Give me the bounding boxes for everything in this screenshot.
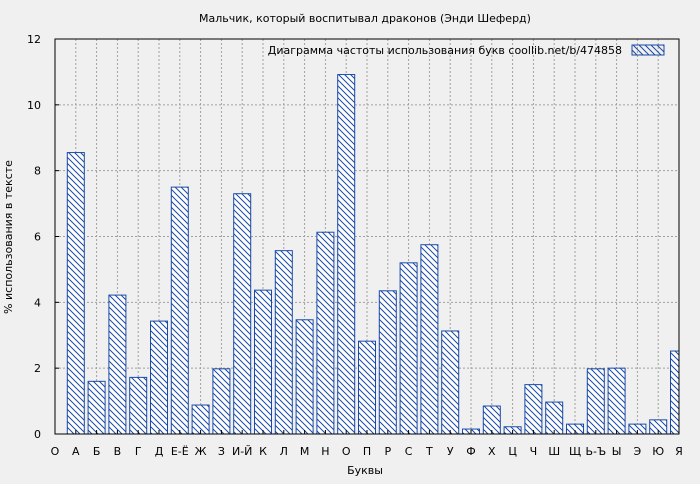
bar-Б [87,380,106,435]
x-tick-label: Е-Ё [171,445,189,458]
y-axis-label: % использования в тексте [2,160,15,314]
x-tick-label: Э [634,445,642,458]
x-tick-label: Г [135,445,142,458]
y-tick-label: 2 [34,362,41,375]
y-tick-label: 6 [34,231,41,244]
x-tick-label: Ы [612,445,622,458]
x-tick-label: К [259,445,267,458]
bar-Ж [191,404,210,435]
bar-А [66,152,85,435]
bar-Е-Ё [170,186,189,435]
bar-Л [274,250,293,435]
x-tick-label: Р [384,445,391,458]
y-tick-label: 8 [34,165,41,178]
bar-Ч [524,384,543,435]
x-axis-ticks: О А Б В Г Д Е-Ё Ж З И-Й К Л М Н О П Р С Т У Ф Х Ц Ч Ш Щ Ь-Ъ Ы Э Ю Я [51,430,683,458]
x-tick-label: Ч [530,445,538,458]
x-tick-label: О [342,445,351,458]
x-tick-label: У [447,445,454,458]
bar-Т [420,244,439,435]
x-tick-label: Ф [466,445,475,458]
legend: Диаграмма частоты использования букв coo… [268,44,665,57]
bar-Я [670,350,680,435]
legend-swatch [631,44,665,56]
x-tick-label: И-Й [232,445,252,458]
x-tick-label: Ю [652,445,664,458]
x-tick-label: Я [675,445,683,458]
x-tick-label: Щ [569,445,581,458]
chart-title: Мальчик, который воспитывал драконов (Эн… [199,12,531,25]
x-tick-label: Д [155,445,164,458]
x-tick-label: М [300,445,310,458]
bar-Р [378,290,397,435]
bar-З [212,368,231,435]
x-tick-label: О [51,445,60,458]
x-tick-label: Ж [195,445,207,458]
bar-В [108,294,127,435]
bar-П [358,340,376,435]
x-tick-label: Т [425,445,433,458]
bar-М [295,319,314,435]
bar-Н [316,231,335,435]
bar-Г [129,376,148,435]
x-tick-label: Ц [508,445,517,458]
x-tick-label: А [72,445,80,458]
x-tick-label: З [218,445,225,458]
x-tick-label: П [363,445,371,458]
x-tick-label: Ш [548,445,560,458]
x-tick-label: Н [321,445,329,458]
bar-О [337,74,356,435]
bar-Д [150,320,168,435]
legend-label: Диаграмма частоты использования букв coo… [268,44,622,57]
x-tick-label: С [405,445,413,458]
x-tick-label: Ь-Ъ [585,445,606,458]
x-tick-label: Х [488,445,496,458]
x-tick-label: В [114,445,122,458]
x-tick-label: Б [93,445,101,458]
bar-У [441,330,460,435]
bar-К [254,289,272,435]
bar-И-Й [233,193,252,435]
bar-Ш [545,401,564,435]
x-tick-label: Л [280,445,288,458]
y-tick-label: 12 [27,33,41,46]
y-tick-label: 0 [34,428,41,441]
bar-С [399,262,418,435]
bar-Ы [607,367,626,435]
y-tick-label: 10 [27,99,41,112]
x-axis-label: Буквы [347,464,383,477]
bar-Х [482,405,501,435]
bar-Ь-Ъ [586,368,605,435]
y-axis-ticks: 0 2 4 6 8 10 12 [27,33,59,441]
y-tick-label: 4 [34,296,41,309]
